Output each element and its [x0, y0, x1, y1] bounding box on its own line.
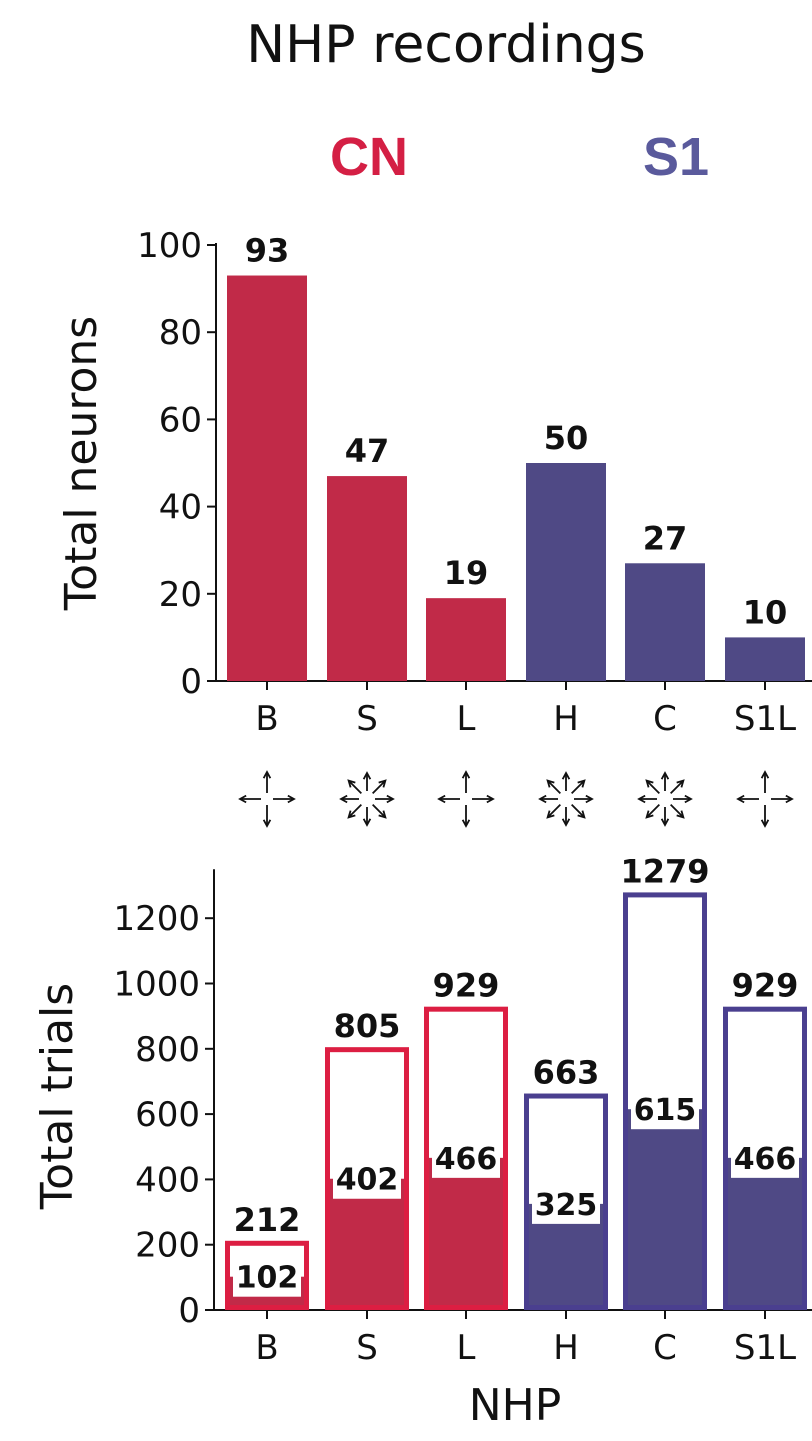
y-tick-label: 0	[180, 662, 202, 702]
bar-outline-H	[524, 1093, 608, 1311]
bar-filled-C	[623, 1109, 707, 1310]
y-tick-label: 400	[135, 1160, 200, 1200]
bar-total-value-label: 212	[234, 1201, 301, 1239]
eight-direction-arrows-icon	[538, 771, 594, 827]
bar-filled-value-label: 325	[535, 1188, 598, 1223]
x-tick-label: C	[653, 699, 677, 739]
y-tick-label: 100	[137, 226, 202, 266]
bar-filled-S	[325, 1178, 409, 1310]
bar-filled-value-label: 466	[435, 1142, 498, 1177]
x-axis-label: NHP	[469, 1380, 562, 1431]
bar-filled-value-label: 102	[236, 1261, 299, 1296]
group-label-s1: S1	[643, 127, 709, 187]
four-direction-arrows-icon	[736, 770, 794, 828]
x-tick-label: C	[653, 1328, 677, 1368]
inner-label-box	[432, 1137, 500, 1178]
y-tick-label: 600	[135, 1095, 200, 1135]
x-tick-label: S	[356, 1328, 378, 1368]
inner-label-box	[532, 1183, 600, 1224]
x-tick-label: S1L	[734, 699, 796, 739]
y-tick-label: 20	[159, 575, 202, 615]
y-tick-label: 40	[159, 488, 202, 528]
bar-C	[625, 563, 705, 681]
x-tick-label: S1L	[734, 1328, 796, 1368]
inner-label-box	[233, 1256, 301, 1297]
bar-outline-S	[325, 1047, 409, 1310]
bar-H	[526, 463, 606, 681]
bar-value-label: 10	[743, 593, 788, 631]
y-tick-label: 800	[135, 1030, 200, 1070]
eight-direction-arrows-icon	[637, 771, 693, 827]
y-tick-label: 80	[159, 313, 202, 353]
bar-S	[327, 476, 407, 681]
bar-outline-C	[623, 892, 707, 1310]
bar-value-label: 27	[643, 519, 688, 557]
figure-title: NHP recordings	[246, 15, 646, 75]
direction-icons-row	[238, 770, 794, 828]
bar-filled-S1L	[723, 1157, 807, 1310]
y-tick-label: 1200	[113, 899, 200, 939]
bar-total-value-label: 929	[732, 967, 799, 1005]
y-axis-label: Total neurons	[56, 316, 107, 611]
y-tick-label: 200	[135, 1226, 200, 1266]
x-tick-label: B	[255, 1328, 278, 1368]
x-tick-label: S	[356, 699, 378, 739]
bar-total-value-label: 663	[533, 1054, 600, 1092]
bar-B	[227, 275, 307, 681]
bar-outline-B	[225, 1240, 309, 1310]
bar-total-value-label: 1279	[620, 852, 709, 890]
group-label-cn: CN	[330, 127, 408, 187]
bar-filled-L	[424, 1157, 508, 1310]
eight-direction-arrows-icon	[339, 771, 395, 827]
inner-label-box	[333, 1158, 401, 1199]
y-tick-label: 60	[159, 400, 202, 440]
four-direction-arrows-icon	[238, 770, 296, 828]
x-tick-label: L	[457, 699, 476, 739]
inner-label-box	[731, 1137, 799, 1178]
bar-value-label: 50	[544, 419, 589, 457]
neurons-bar-chart: 0 20 40 60 80 100 Total neurons 93 B 47 S 19 L 50 H 27 C…	[56, 226, 812, 739]
bar-filled-value-label: 466	[734, 1142, 797, 1177]
y-axis-label: Total trials	[32, 983, 83, 1210]
x-tick-label: L	[457, 1328, 476, 1368]
bar-total-value-label: 929	[433, 967, 500, 1005]
bar-outline-S1L	[723, 1006, 807, 1311]
bar-value-label: 19	[444, 554, 489, 592]
bar-L	[426, 598, 506, 681]
y-tick-label: 0	[178, 1291, 200, 1331]
x-tick-label: B	[255, 699, 278, 739]
bar-value-label: 47	[345, 432, 390, 470]
x-tick-label: H	[553, 1328, 579, 1368]
inner-label-box	[631, 1089, 699, 1130]
bar-filled-value-label: 402	[336, 1163, 399, 1198]
bar-value-label: 93	[245, 232, 290, 270]
bar-filled-value-label: 615	[634, 1093, 697, 1128]
bar-total-value-label: 805	[334, 1007, 401, 1045]
x-tick-label: H	[553, 699, 579, 739]
trials-bar-chart: 0 200 400 600 800 1000 1200 Total trials NHP 102 2…	[32, 852, 812, 1431]
y-tick-label: 1000	[113, 965, 200, 1005]
bar-outline-L	[424, 1006, 508, 1311]
four-direction-arrows-icon	[437, 770, 495, 828]
bar-S1L	[725, 637, 805, 681]
